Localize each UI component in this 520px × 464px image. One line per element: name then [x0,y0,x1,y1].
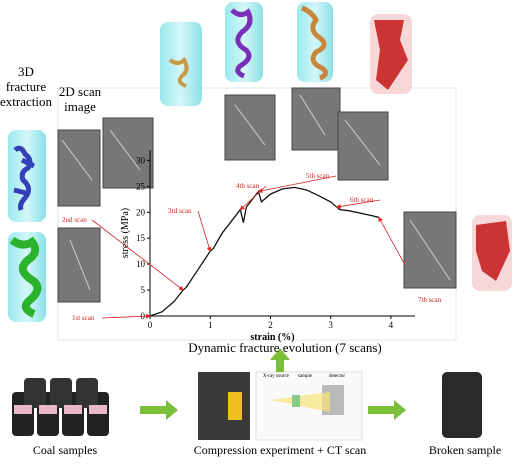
scan-arrow [378,216,406,266]
y-tick-label: 5 [141,285,146,295]
x-tick-label: 3 [328,320,333,330]
diagram-label: X-ray source [263,374,289,379]
scan-label: 6th scan [350,196,374,204]
scan-label: 1st scan [72,314,95,322]
y-tick-label: 30 [136,155,146,165]
3d-images [8,2,512,322]
2d-scans [57,87,457,303]
y-tick-label: 20 [136,207,146,217]
scan-label: 3rd scan [168,207,192,215]
y-tick-label: 15 [136,233,146,243]
scan-label: 5th scan [306,172,330,180]
column-title: 3D fracture extraction [0,64,52,109]
scan-arrow [91,219,184,291]
diagram-label: sample [297,374,313,379]
y-tick-label: 25 [136,181,146,191]
scan-arrow [197,210,212,252]
column-title: 2D scan image [58,84,102,114]
broken-sample [442,372,482,438]
chart-caption: Dynamic fracture evolution (7 scans) [188,340,382,355]
x-axis-label: strain (%) [250,332,294,343]
coal-samples [12,378,109,436]
x-tick-label: 1 [208,320,213,330]
caption: Broken sample [428,443,502,457]
scan-label: 2nd scan [62,216,87,224]
scan-texture [61,94,451,291]
y-axis-label: stress (MPa) [120,208,131,258]
scan-label: 7th scan [418,296,442,304]
scan-arrow [335,199,381,209]
x-tick-label: 0 [148,320,153,330]
scan-label: 4th scan [236,182,260,190]
scan-arrow [257,175,337,194]
x-tick-label: 4 [389,320,394,330]
flow-arrows [140,348,406,420]
scan-arrow [101,313,151,319]
x-tick-label: 2 [268,320,273,330]
caption: Compression experiment + CT scan [193,443,367,457]
machine-photo [198,372,250,440]
diagram-label: detector [328,374,346,379]
caption: Coal samples [32,443,98,457]
y-tick-label: 10 [136,259,146,269]
